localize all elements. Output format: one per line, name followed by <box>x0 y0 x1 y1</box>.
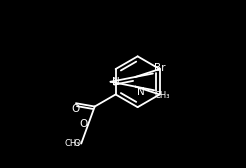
Text: Br: Br <box>154 63 165 73</box>
Text: O: O <box>72 104 80 114</box>
Text: CH₃: CH₃ <box>155 91 170 100</box>
Text: O: O <box>74 139 80 148</box>
Text: N: N <box>137 87 145 97</box>
Text: N: N <box>112 77 120 87</box>
Text: CH₃: CH₃ <box>65 139 80 148</box>
Text: O: O <box>79 119 87 129</box>
